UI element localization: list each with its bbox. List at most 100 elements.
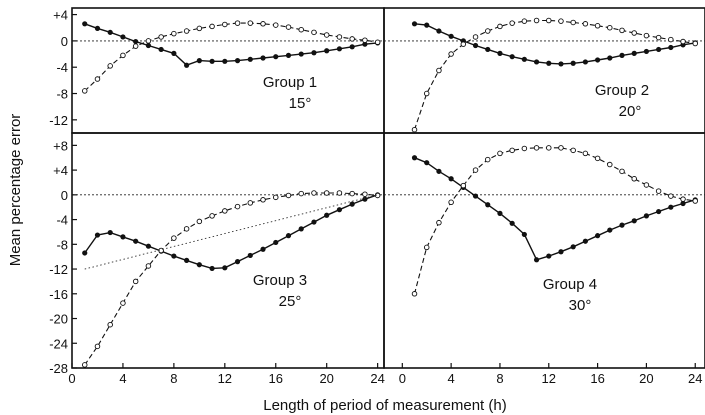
data-point-filled <box>534 59 539 64</box>
data-point-open <box>571 148 576 153</box>
data-point-open <box>210 24 215 29</box>
data-point-filled <box>497 211 502 216</box>
panel-temperature-label: 25° <box>279 293 302 310</box>
panel-group-2: Group 220° <box>384 8 705 133</box>
data-point-open <box>363 192 368 197</box>
data-point-filled <box>82 250 87 255</box>
x-tick-label: 20 <box>639 371 653 386</box>
data-point-filled <box>120 34 125 39</box>
data-point-open <box>559 19 564 24</box>
data-point-filled <box>286 53 291 58</box>
data-point-open <box>350 191 355 196</box>
x-tick-label: 8 <box>496 371 503 386</box>
y-tick-label: -20 <box>49 312 68 327</box>
data-point-open <box>95 77 100 82</box>
data-point-filled <box>595 57 600 62</box>
y-tick-label: -12 <box>49 113 68 128</box>
data-point-filled <box>644 49 649 54</box>
panel-group-1: +4 0 -4 -8 -12 Group 1 15° <box>49 8 384 133</box>
y-tick-label: +4 <box>53 163 68 178</box>
data-point-filled <box>497 51 502 56</box>
data-point-filled <box>607 227 612 232</box>
data-point-filled <box>571 244 576 249</box>
data-point-filled <box>95 26 100 31</box>
data-point-open <box>248 201 253 206</box>
data-point-open <box>449 200 454 205</box>
data-point-open <box>197 219 202 224</box>
data-point-open <box>522 146 527 151</box>
y-tick-label: +4 <box>53 8 68 23</box>
data-point-filled <box>436 169 441 174</box>
series-line-dashed-open <box>415 148 696 294</box>
data-point-filled <box>146 43 151 48</box>
data-point-filled <box>424 23 429 28</box>
data-point-filled <box>656 47 661 52</box>
data-point-open <box>681 39 686 44</box>
data-point-open <box>146 264 151 269</box>
data-point-open <box>121 53 126 58</box>
data-point-open <box>235 21 240 26</box>
data-point-open <box>108 322 113 327</box>
data-point-open <box>133 279 138 284</box>
panel-group-label: Group 1 <box>263 74 317 91</box>
data-point-filled <box>412 21 417 26</box>
data-point-open <box>632 31 637 36</box>
data-point-open <box>681 197 686 202</box>
x-tick-label: 4 <box>448 371 455 386</box>
data-point-open <box>461 42 466 47</box>
data-point-filled <box>449 176 454 181</box>
data-point-open <box>350 37 355 42</box>
panel-temperature-label: 15° <box>289 95 312 112</box>
data-point-filled <box>299 51 304 56</box>
data-point-open <box>644 183 649 188</box>
data-point-open <box>121 301 126 306</box>
data-point-filled <box>235 259 240 264</box>
series-line-dotted <box>85 195 378 269</box>
data-point-open <box>261 21 266 26</box>
data-point-open <box>595 23 600 28</box>
data-point-open <box>412 127 417 132</box>
series-line-dashed-open <box>85 193 378 365</box>
data-point-filled <box>273 240 278 245</box>
data-point-open <box>261 197 266 202</box>
data-point-open <box>172 31 177 36</box>
x-tick-label: 12 <box>542 371 556 386</box>
data-point-filled <box>571 61 576 66</box>
data-point-open <box>172 236 177 241</box>
data-point-open <box>235 204 240 209</box>
data-point-filled <box>473 193 478 198</box>
data-point-filled <box>607 55 612 60</box>
x-tick-label: 4 <box>119 371 126 386</box>
data-point-filled <box>546 253 551 258</box>
data-point-filled <box>108 230 113 235</box>
data-point-filled <box>209 266 214 271</box>
data-point-open <box>82 363 87 368</box>
data-point-open <box>473 168 478 173</box>
data-point-filled <box>311 219 316 224</box>
data-point-filled <box>583 59 588 64</box>
data-point-filled <box>235 58 240 63</box>
data-point-filled <box>522 57 527 62</box>
data-point-filled <box>337 207 342 212</box>
data-point-open <box>412 291 417 296</box>
panel-group-label: Group 2 <box>595 82 649 99</box>
data-point-open <box>184 227 189 232</box>
data-point-filled <box>184 63 189 68</box>
x-tick-label: 0 <box>68 371 75 386</box>
panel-frame <box>384 133 705 368</box>
data-point-open <box>299 191 304 196</box>
data-point-open <box>595 156 600 161</box>
y-tick-label: 0 <box>61 34 68 49</box>
data-point-filled <box>668 45 673 50</box>
data-point-open <box>510 148 515 153</box>
data-point-open <box>437 220 442 225</box>
x-tick-label: 24 <box>688 371 702 386</box>
data-point-open <box>449 52 454 57</box>
data-point-open <box>363 38 368 43</box>
data-point-open <box>133 44 138 49</box>
data-point-open <box>522 19 527 24</box>
data-point-filled <box>324 48 329 53</box>
data-point-open <box>607 25 612 30</box>
series-line-solid-filled <box>415 158 696 260</box>
y-axis-label: Mean percentage error <box>7 114 24 267</box>
